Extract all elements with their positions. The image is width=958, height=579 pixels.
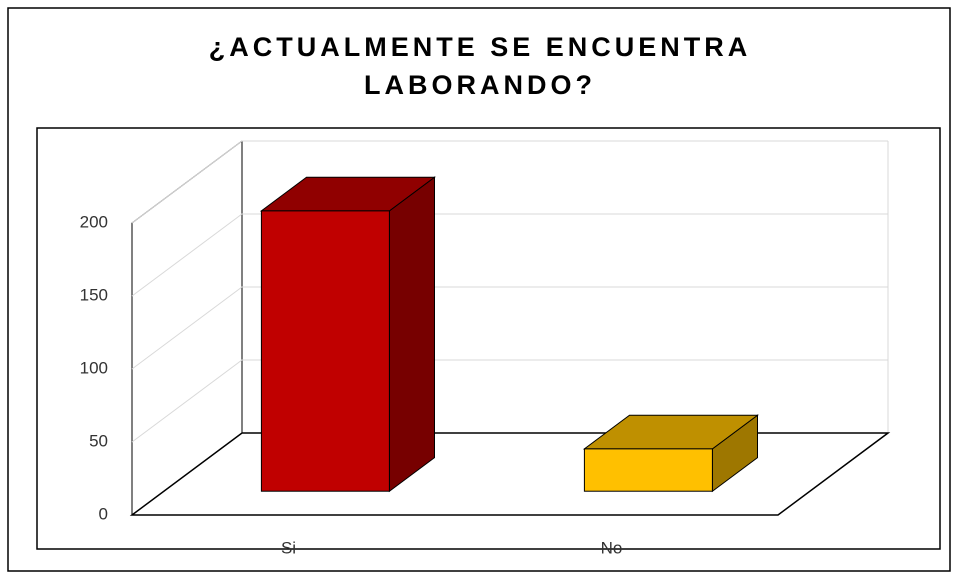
y-tick-label: 150 [80, 285, 108, 304]
x-tick-label: Si [281, 538, 296, 557]
grid-line [131, 286, 888, 370]
chart-border [7, 7, 951, 572]
y-tick-label: 100 [80, 358, 108, 377]
x-tick-label: No [601, 538, 623, 557]
grid-line [131, 359, 888, 443]
y-tick-label: 50 [89, 431, 108, 450]
wall-edge [131, 140, 888, 515]
bar [583, 448, 713, 492]
bar-side [388, 176, 435, 493]
grid-line [131, 140, 888, 224]
plot-border [36, 127, 941, 550]
y-tick-label: 200 [80, 212, 108, 231]
bar [260, 210, 390, 492]
y-tick-label: 0 [99, 504, 108, 523]
floor [129, 432, 891, 516]
grid-line [131, 213, 888, 297]
chart-title: ¿ACTUALMENTE SE ENCUENTRA LABORANDO? [208, 32, 752, 100]
